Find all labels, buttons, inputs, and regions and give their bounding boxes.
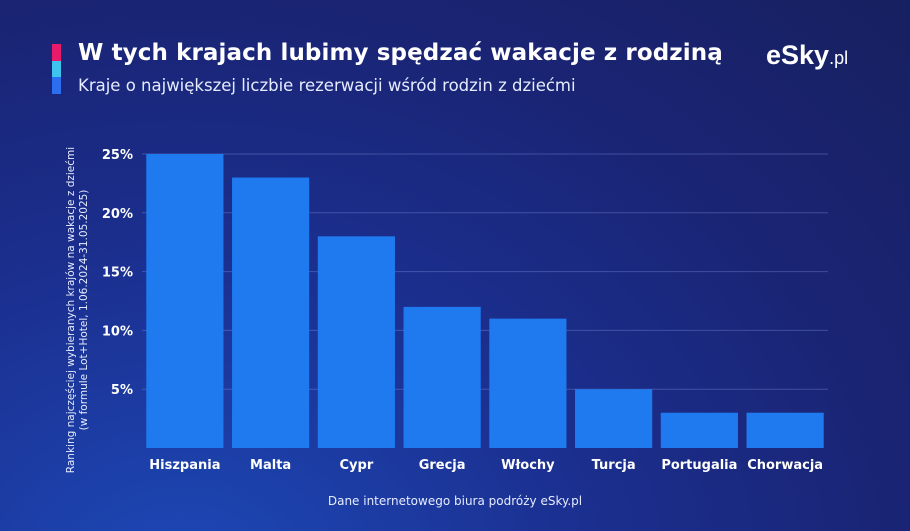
accent-bar-cyan [52, 60, 61, 78]
y-tick-label: 10% [102, 324, 133, 339]
bar-turcja [575, 389, 653, 448]
y-tick-label: 20% [102, 207, 133, 222]
esky-logo: eSky.pl [766, 40, 848, 71]
x-tick-label: Cypr [340, 458, 374, 473]
accent-bar-pink [52, 44, 61, 61]
y-tick-label: 15% [102, 266, 133, 281]
bar-włochy [489, 318, 567, 448]
bar-cypr [317, 236, 395, 448]
x-tick-label: Malta [250, 458, 291, 473]
x-tick-label: Włochy [501, 458, 555, 473]
x-tick-label: Grecja [419, 458, 466, 473]
x-tick-label: Hiszpania [149, 458, 220, 473]
bar-chorwacja [746, 412, 824, 448]
bar-grecja [403, 306, 481, 448]
x-tick-label: Chorwacja [747, 458, 823, 473]
y-tick-label: 25% [102, 148, 133, 163]
accent-bar-blue [52, 77, 61, 95]
footer-source: Dane internetowego biura podróży eSky.pl [327, 494, 583, 508]
bar-portugalia [660, 412, 738, 448]
chart-subtitle: Kraje o największej liczbie rezerwacji w… [78, 76, 576, 95]
bar-hiszpania [146, 154, 224, 448]
logo-text: eSky [766, 40, 830, 70]
bar-malta [232, 177, 310, 448]
logo-suffix: .pl [829, 48, 849, 68]
accent-bars [52, 44, 61, 95]
chart-title: W tych krajach lubimy spędzać wakacje z … [78, 40, 723, 66]
x-tick-label: Portugalia [661, 458, 737, 473]
y-tick-label: 5% [111, 383, 133, 398]
x-tick-label: Turcja [592, 458, 636, 473]
